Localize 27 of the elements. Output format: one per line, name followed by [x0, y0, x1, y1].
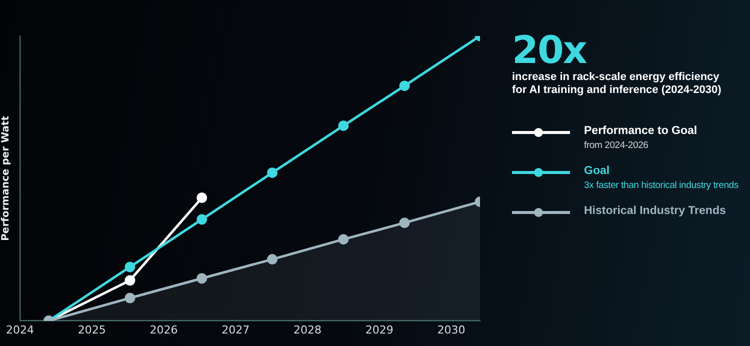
chart-title: 20x [512, 28, 588, 72]
point [338, 234, 349, 245]
x-tick-label: 2027 [222, 323, 250, 336]
point [124, 275, 136, 286]
point [124, 292, 136, 304]
text: Goal [584, 164, 611, 179]
point [267, 167, 278, 178]
x-tick-label: 2026 [150, 323, 178, 336]
point [338, 120, 349, 131]
point [196, 192, 208, 204]
x-tick-label: 2024 [6, 323, 34, 336]
point [196, 273, 208, 284]
point [399, 218, 410, 228]
text: Performance to Goal [584, 124, 698, 139]
point [399, 80, 410, 92]
x-tick-label: 2028 [294, 323, 322, 336]
text: Historical Industry Trends [584, 204, 727, 219]
x-tick-label: 2025 [78, 323, 106, 336]
text: from 2024-2026 [584, 139, 650, 153]
point [196, 214, 208, 225]
x-tick-label: 2030 [437, 323, 466, 336]
x-tick-label: 2029 [365, 323, 394, 336]
text: 3x faster than historical industry trends [584, 179, 740, 193]
point [124, 262, 136, 272]
point [267, 254, 278, 265]
y-axis-title: Performance per Watt [0, 116, 12, 241]
text: increase in rack-scale energy efficiency for AI training and inference (2024-2030) [512, 71, 722, 97]
